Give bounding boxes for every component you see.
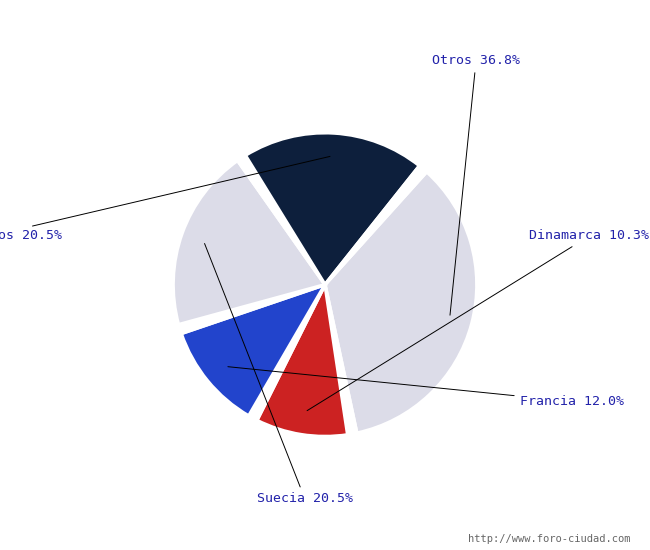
Wedge shape <box>173 161 325 324</box>
Text: Suecia 20.5%: Suecia 20.5% <box>205 244 353 505</box>
Text: Francia 12.0%: Francia 12.0% <box>228 367 624 408</box>
Wedge shape <box>325 166 426 285</box>
Wedge shape <box>249 285 325 420</box>
Wedge shape <box>325 285 357 435</box>
Text: Otros 36.8%: Otros 36.8% <box>432 54 520 315</box>
Wedge shape <box>179 285 325 333</box>
Text: Países Bajos 20.5%: Países Bajos 20.5% <box>0 156 330 243</box>
Wedge shape <box>257 285 348 437</box>
Text: Dinamarca 10.3%: Dinamarca 10.3% <box>307 229 649 411</box>
Text: Almodóvar del Campo - Turistas extranjeros según país - Abril de 2024: Almodóvar del Campo - Turistas extranjer… <box>23 12 627 29</box>
Wedge shape <box>238 155 325 285</box>
Wedge shape <box>245 133 419 285</box>
Text: http://www.foro-ciudad.com: http://www.foro-ciudad.com <box>468 535 630 544</box>
Wedge shape <box>325 172 477 433</box>
Wedge shape <box>181 285 325 416</box>
